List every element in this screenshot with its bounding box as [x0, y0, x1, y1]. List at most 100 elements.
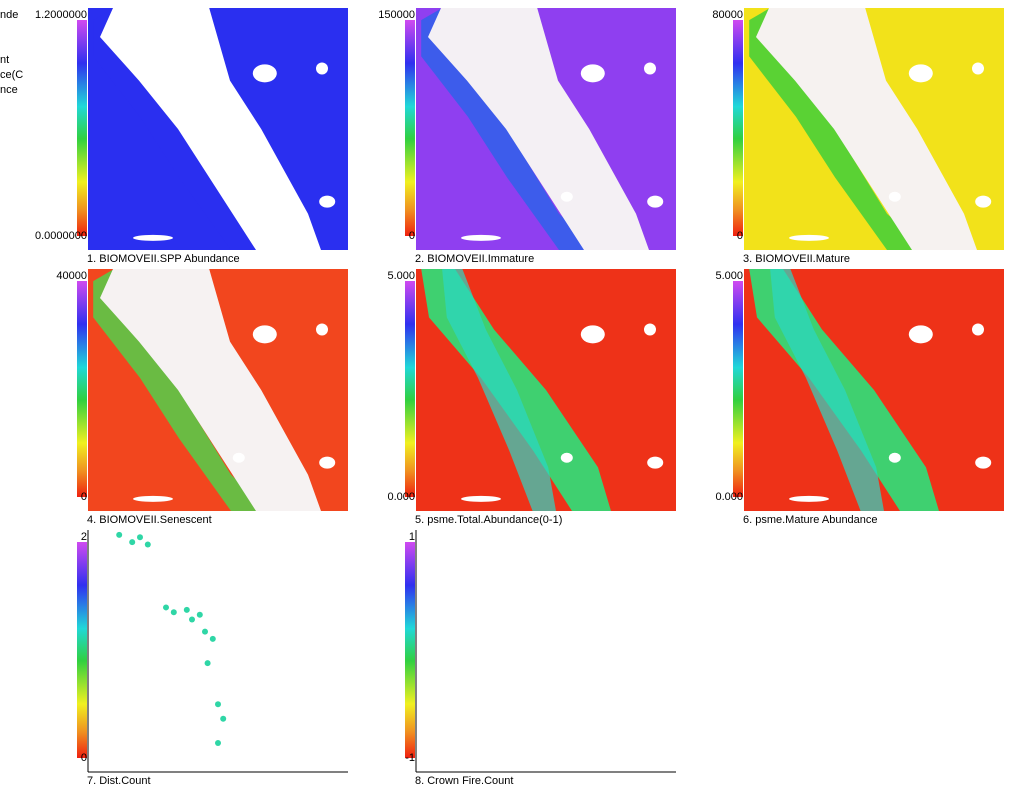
- color-bar: [733, 281, 743, 497]
- map-spot: [196, 611, 203, 618]
- map-lake: [580, 325, 605, 344]
- map-lake: [644, 323, 656, 336]
- map-spot: [209, 635, 216, 642]
- map-lake: [972, 323, 984, 336]
- color-bar-max-label: 5.000: [387, 270, 415, 282]
- map-layer: [749, 8, 992, 250]
- map-spot: [215, 701, 221, 708]
- map-panel: 40000 04. BIOMOVEII.Senescent: [56, 269, 348, 526]
- color-bar-max-label: 80000: [712, 9, 743, 21]
- panel-caption: 8. Crown Fire.Count: [415, 775, 513, 787]
- color-bar-min-label: 0.000: [715, 491, 743, 503]
- map-layer: [93, 269, 336, 511]
- map-spot: [215, 739, 221, 746]
- map-layer: [421, 8, 664, 250]
- panel-caption: 4. BIOMOVEII.Senescent: [87, 514, 212, 526]
- color-bar-max-label: 2: [81, 531, 87, 543]
- clipped-legend-text: nt: [0, 54, 9, 66]
- map-lake: [319, 456, 336, 469]
- color-bar-max-label: 1.2000000: [35, 9, 87, 21]
- map-band: [428, 8, 649, 250]
- color-bar-min-label: 0.000: [387, 491, 415, 503]
- color-bar-min-label: 0: [81, 752, 87, 764]
- map-layer: [421, 269, 664, 511]
- map-spot: [137, 534, 143, 541]
- clipped-legend-text: ce(C: [0, 69, 23, 81]
- map-lake: [252, 325, 277, 344]
- map-lake: [888, 452, 901, 463]
- map-spot: [144, 541, 151, 548]
- map-lake: [316, 323, 328, 336]
- map-spot: [163, 604, 169, 611]
- map-spot: [170, 609, 177, 616]
- map-lake: [461, 495, 501, 502]
- color-bar: [733, 20, 743, 236]
- map-lake: [644, 62, 656, 75]
- map-lake: [232, 452, 245, 463]
- map-lake: [908, 325, 933, 344]
- map-lake: [133, 234, 173, 241]
- map-band: [756, 8, 977, 250]
- map-lake: [972, 62, 984, 75]
- panel-caption: 1. BIOMOVEII.SPP Abundance: [87, 253, 240, 265]
- map-spot: [189, 616, 195, 623]
- color-bar: [77, 542, 87, 758]
- map-panel: 150000 02. BIOMOVEII.Immature: [378, 8, 676, 265]
- map-lake: [461, 234, 501, 241]
- map-panel: 2 07. Dist.Count: [77, 530, 348, 787]
- panel-caption: 2. BIOMOVEII.Immature: [415, 253, 534, 265]
- map-background: [88, 530, 348, 772]
- map-lake: [252, 64, 277, 83]
- map-lake: [560, 452, 573, 463]
- map-spot: [204, 660, 211, 667]
- map-lake: [647, 456, 664, 469]
- map-lake: [888, 191, 901, 202]
- map-lake: [975, 195, 992, 208]
- map-band: [100, 269, 321, 511]
- panel-caption: 7. Dist.Count: [87, 775, 151, 787]
- map-lake: [789, 495, 829, 502]
- map-spot: [220, 715, 227, 722]
- map-lake: [560, 191, 573, 202]
- map-lake: [975, 456, 992, 469]
- map-lake: [316, 62, 328, 75]
- map-layer: [749, 269, 992, 511]
- map-lake: [133, 495, 173, 502]
- color-bar: [405, 281, 415, 497]
- color-bar-min-label: 0.0000000: [35, 230, 87, 242]
- color-bar: [405, 20, 415, 236]
- color-bar-min-label: -1: [405, 752, 415, 764]
- color-bar: [77, 20, 87, 236]
- color-bar-min-label: 0: [737, 230, 743, 242]
- color-bar-max-label: 5.000: [715, 270, 743, 282]
- map-lake: [580, 64, 605, 83]
- map-panel: 1 -18. Crown Fire.Count: [405, 530, 676, 787]
- color-bar-max-label: 150000: [378, 9, 415, 21]
- color-bar-min-label: 0: [409, 230, 415, 242]
- clipped-legend-text: nde: [0, 9, 18, 21]
- map-lake: [789, 234, 829, 241]
- color-bar-max-label: 1: [409, 531, 415, 543]
- map-lake: [232, 191, 245, 202]
- map-spot: [202, 628, 208, 635]
- panel-caption: 5. psme.Total.Abundance(0-1): [415, 514, 562, 526]
- clipped-legend-text: nce: [0, 84, 18, 96]
- color-bar: [77, 281, 87, 497]
- map-band: [100, 8, 321, 250]
- color-bar-min-label: 0: [81, 491, 87, 503]
- panel-caption: 6. psme.Mature Abundance: [743, 514, 878, 526]
- map-spot: [183, 606, 190, 613]
- color-bar-max-label: 40000: [56, 270, 87, 282]
- map-edge-band: [442, 269, 556, 511]
- map-panel: 80000 03. BIOMOVEII.Mature: [712, 8, 1004, 265]
- map-edge-band: [770, 269, 884, 511]
- map-spot: [129, 539, 136, 546]
- map-background: [416, 530, 676, 772]
- panel-caption: 3. BIOMOVEII.Mature: [743, 253, 850, 265]
- map-lake: [908, 64, 933, 83]
